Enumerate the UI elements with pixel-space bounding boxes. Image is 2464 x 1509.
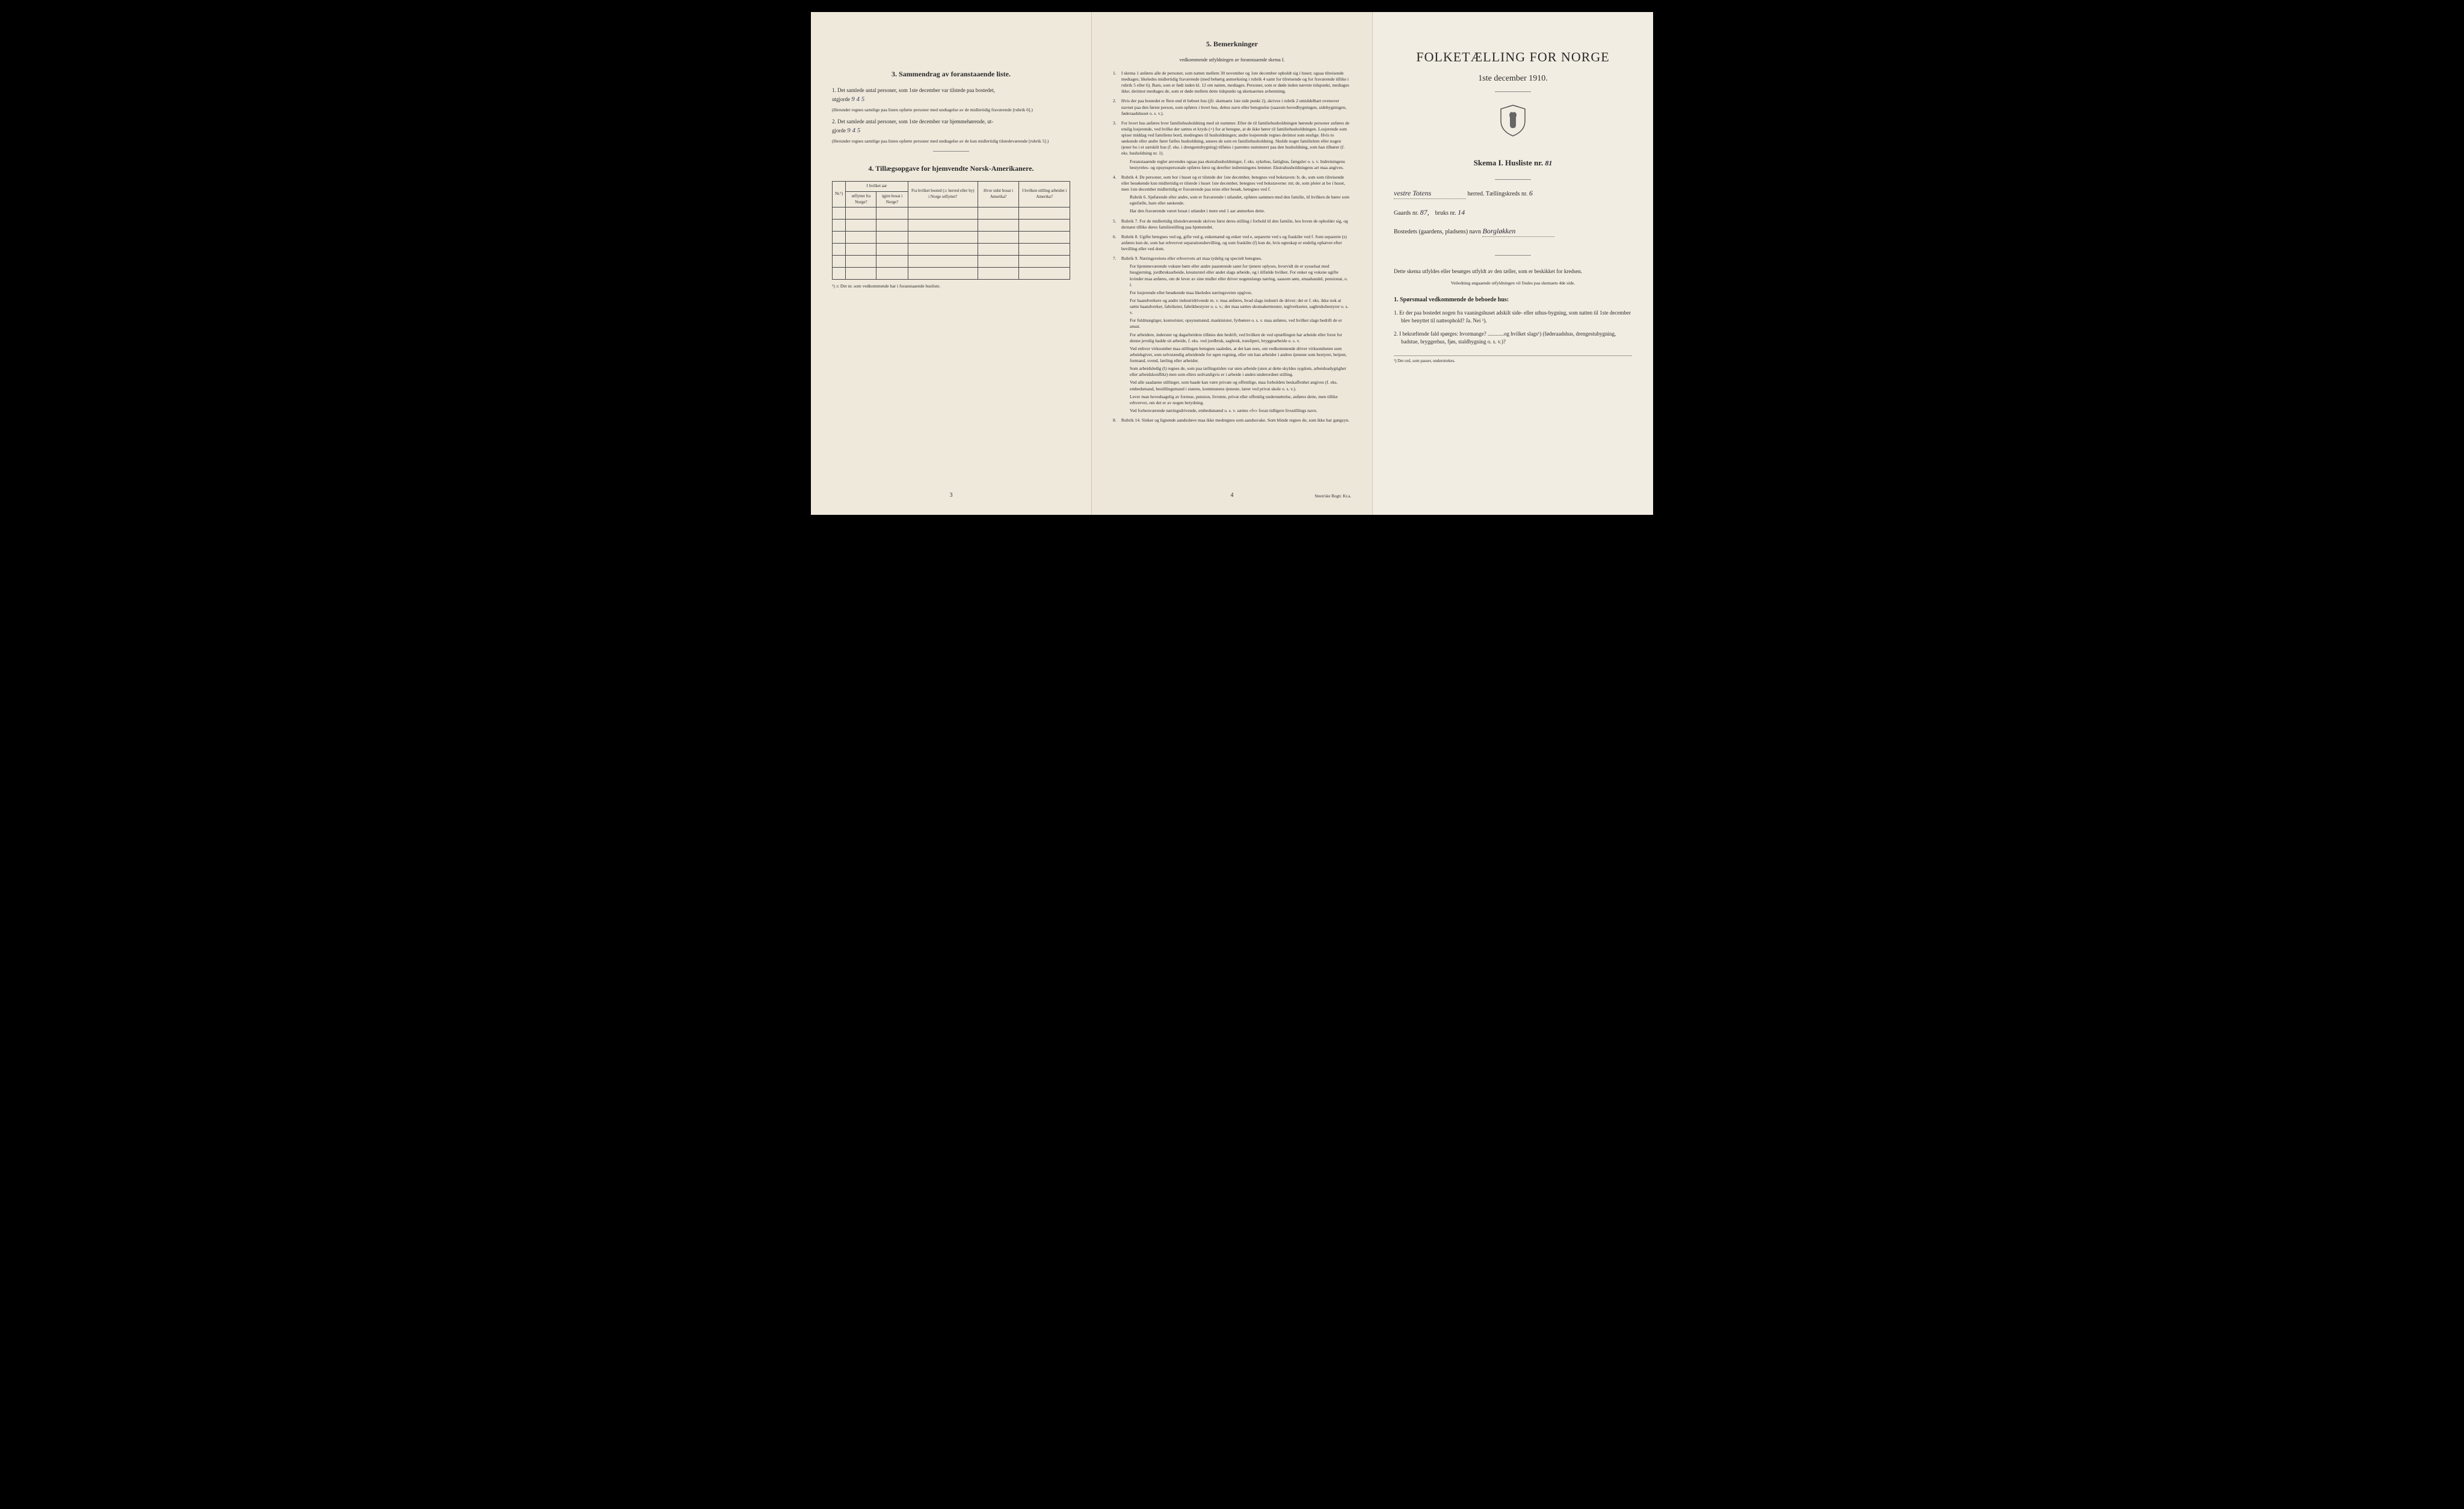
kreds-nr: 6	[1529, 189, 1533, 197]
q1-text: 1. Er der paa bostedet nogen fra vaaning…	[1394, 310, 1631, 324]
divider	[1495, 91, 1531, 92]
bosted-value: Borgløkken	[1482, 226, 1554, 237]
bosted-label: Bostedets (gaardens, pladsens) navn	[1394, 229, 1481, 235]
gaards-line: Gaards nr. 87, bruks nr. 14	[1394, 207, 1632, 218]
table-row	[833, 244, 1070, 256]
summary-item-2: 2. Det samlede antal personer, som 1ste …	[832, 118, 1070, 144]
table-row	[833, 256, 1070, 268]
skema-label: Skema I. Husliste nr.	[1474, 158, 1543, 167]
th-year: I hvilket aar	[846, 182, 908, 192]
table-row	[833, 207, 1070, 220]
remark-item: 3. For hvert hus anføres hver familiehus…	[1113, 120, 1351, 171]
section-3-title: 3. Sammendrag av foranstaaende liste.	[832, 69, 1070, 79]
th-position: I hvilken stilling arbeidet i Amerika?	[1019, 182, 1070, 207]
item1-label: utgjorde	[832, 96, 850, 102]
question-2: 2. I bekræftende fald spørges: hvormange…	[1401, 330, 1632, 346]
footnote: ¹) Det ord, som passer, understrekes.	[1394, 355, 1632, 364]
herred-label: herred. Tællingskreds nr.	[1468, 191, 1528, 197]
page-4: 5. Bemerkninger vedkommende utfyldningen…	[1092, 12, 1373, 515]
bosted-line: Bostedets (gaardens, pladsens) navn Borg…	[1394, 226, 1632, 237]
remark-item: 7. Rubrik 9. Næringsveiens eller erhverv…	[1113, 256, 1351, 414]
bruks-label: bruks nr.	[1435, 210, 1456, 217]
section-5-subtitle: vedkommende utfyldningen av foranstaaend…	[1113, 57, 1351, 63]
th-from: Fra hvilket bosted (ɔ: herred eller by) …	[908, 182, 978, 207]
item2-note: (Herunder regnes samtlige paa listen opf…	[832, 138, 1070, 144]
section-5-title: 5. Bemerkninger	[1113, 39, 1351, 49]
th-where: Hvor sidst bosat i Amerika?	[978, 182, 1019, 207]
item2-value: 9 4 5	[847, 127, 860, 134]
th-nr: Nr.¹)	[833, 182, 846, 207]
coat-of-arms-icon	[1394, 104, 1632, 145]
table-row	[833, 268, 1070, 280]
q-heading: 1. Spørsmaal vedkommende de beboede hus:	[1394, 296, 1632, 304]
herred-value: vestre Totens	[1394, 188, 1466, 199]
census-document: 3. Sammendrag av foranstaaende liste. 1.…	[811, 12, 1653, 515]
table-footnote: ¹) ɔ: Det nr. som vedkommende har i fora…	[832, 283, 1070, 289]
page-number-3: 3	[950, 491, 953, 500]
questions: 1. Spørsmaal vedkommende de beboede hus:…	[1394, 296, 1632, 346]
summary-item-1: 1. Det samlede antal personer, som 1ste …	[832, 87, 1070, 113]
instruction: Dette skema utfyldes eller besørges utfy…	[1394, 268, 1632, 276]
remark-item: 2. Hvis der paa bostedet er flere end ét…	[1113, 98, 1351, 116]
divider	[933, 151, 969, 152]
divider	[1495, 179, 1531, 180]
herred-line: vestre Totens herred. Tællingskreds nr. …	[1394, 188, 1632, 199]
husliste-nr: 81	[1545, 159, 1552, 167]
americans-table: Nr.¹) I hvilket aar Fra hvilket bosted (…	[832, 181, 1070, 280]
main-title: FOLKETÆLLING FOR NORGE	[1394, 48, 1632, 67]
bruks-nr: 14	[1458, 208, 1465, 217]
th-returned: igjen bosat i Norge?	[876, 191, 908, 207]
item2-label: gjorde	[832, 128, 846, 134]
page-number-4: 4	[1231, 491, 1234, 500]
section-4-title: 4. Tillægsopgave for hjemvendte Norsk-Am…	[832, 164, 1070, 174]
gaards-nr: 87,	[1420, 208, 1429, 217]
item1-text: 1. Det samlede antal personer, som 1ste …	[832, 87, 995, 93]
page-cover: FOLKETÆLLING FOR NORGE 1ste december 191…	[1373, 12, 1653, 515]
question-1: 1. Er der paa bostedet nogen fra vaaning…	[1401, 309, 1632, 325]
remark-item: 4. Rubrik 4. De personer, som bor i huse…	[1113, 174, 1351, 215]
skema-line: Skema I. Husliste nr. 81	[1394, 158, 1632, 168]
remark-item: 5. Rubrik 7. For de midlertidig tilstede…	[1113, 218, 1351, 230]
gaards-label: Gaards nr.	[1394, 210, 1418, 217]
remarks-list: 1. I skema 1 anføres alle de personer, s…	[1113, 70, 1351, 423]
small-instruction: Veiledning angaaende utfyldningen vil fi…	[1394, 280, 1632, 287]
item1-value: 9 4 5	[851, 96, 864, 103]
item1-note: (Herunder regnes samtlige paa listen opf…	[832, 107, 1070, 113]
table-row	[833, 220, 1070, 232]
page-3: 3. Sammendrag av foranstaaende liste. 1.…	[811, 12, 1092, 515]
th-emigrated: utflyttet fra Norge?	[846, 191, 876, 207]
remark-item: 1. I skema 1 anføres alle de personer, s…	[1113, 70, 1351, 95]
remark-item: 6. Rubrik 8. Ugifte betegnes ved ug, gif…	[1113, 234, 1351, 252]
main-date: 1ste december 1910.	[1394, 73, 1632, 85]
table-row	[833, 232, 1070, 244]
divider	[1495, 255, 1531, 256]
remark-item: 8. Rubrik 14. Sinker og lignende aandssl…	[1113, 417, 1351, 423]
printer-mark: Steen'ske Bogtr. Kr.a.	[1314, 494, 1351, 500]
item2-text: 2. Det samlede antal personer, som 1ste …	[832, 118, 993, 124]
